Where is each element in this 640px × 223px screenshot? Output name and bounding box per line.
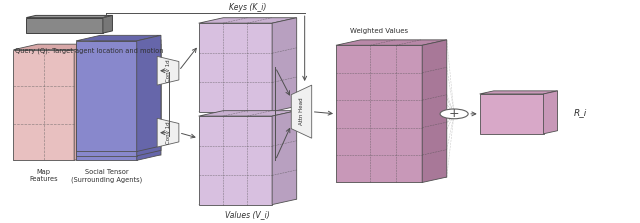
Text: Values (V_i): Values (V_i) [225, 210, 270, 219]
Text: +: + [449, 107, 460, 120]
Polygon shape [76, 44, 161, 50]
Text: Attn Head: Attn Head [299, 98, 304, 126]
Polygon shape [76, 50, 137, 160]
Polygon shape [479, 94, 543, 134]
Polygon shape [13, 50, 74, 160]
Polygon shape [26, 18, 103, 33]
Polygon shape [103, 15, 113, 33]
Circle shape [440, 109, 468, 119]
Text: Query (Q): Target agent location and motion: Query (Q): Target agent location and mot… [15, 47, 163, 54]
Polygon shape [76, 45, 137, 156]
Polygon shape [137, 40, 161, 156]
Polygon shape [422, 40, 447, 182]
Polygon shape [137, 35, 161, 151]
Polygon shape [76, 35, 161, 41]
Polygon shape [272, 111, 297, 205]
Text: Keys (K_i): Keys (K_i) [229, 3, 266, 12]
Polygon shape [26, 15, 113, 18]
Polygon shape [157, 118, 179, 147]
Polygon shape [543, 91, 557, 134]
Polygon shape [291, 85, 312, 138]
Text: Map
Features: Map Features [29, 169, 58, 182]
Text: R_i: R_i [573, 108, 587, 117]
Polygon shape [198, 18, 297, 23]
Polygon shape [198, 111, 297, 116]
Polygon shape [272, 18, 297, 112]
Polygon shape [137, 44, 161, 160]
Polygon shape [198, 23, 272, 112]
Polygon shape [336, 45, 422, 182]
Polygon shape [336, 40, 447, 45]
Text: Social Tensor
(Surrounding Agents): Social Tensor (Surrounding Agents) [71, 169, 142, 183]
Polygon shape [74, 44, 99, 160]
Polygon shape [157, 56, 179, 85]
Text: Weighted Values: Weighted Values [350, 28, 408, 34]
Text: Conv 1d: Conv 1d [166, 121, 170, 144]
Polygon shape [198, 116, 272, 205]
Polygon shape [76, 41, 137, 151]
Polygon shape [13, 44, 99, 50]
Polygon shape [479, 91, 557, 94]
Polygon shape [76, 40, 161, 45]
Text: Conv 1d: Conv 1d [166, 59, 170, 82]
